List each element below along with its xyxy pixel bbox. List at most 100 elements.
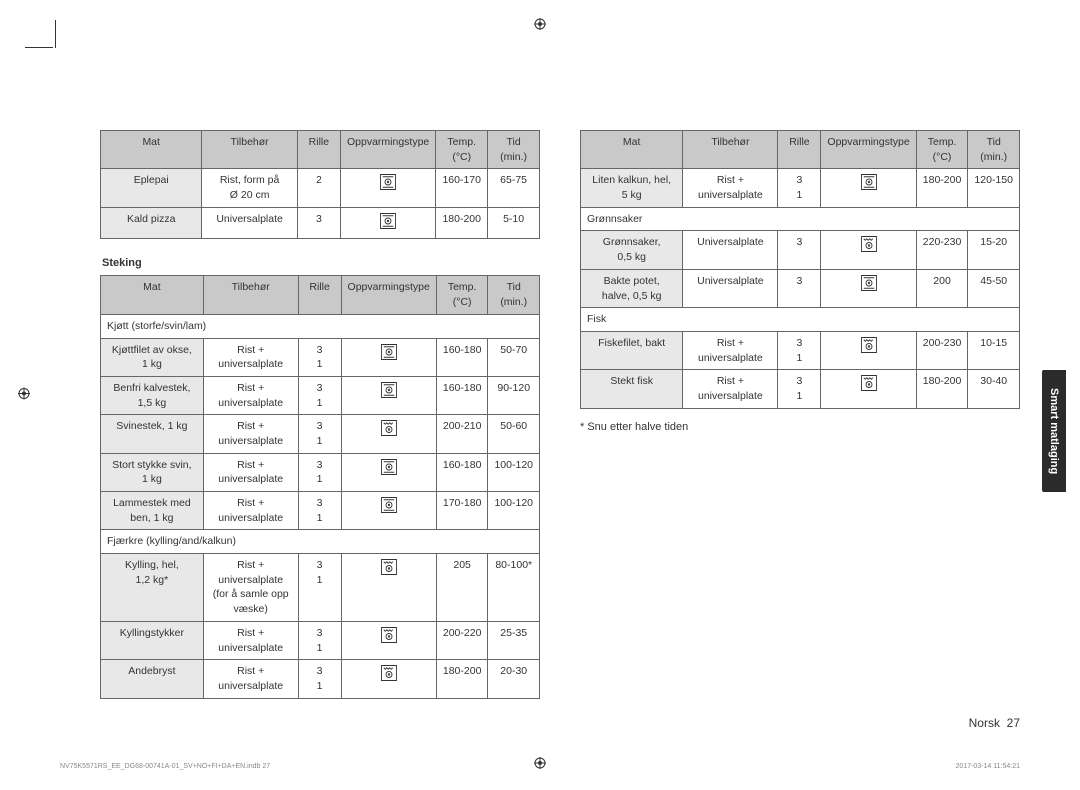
table-row: Eplepai Rist, form påØ 20 cm 2 160-170 6… (101, 169, 540, 207)
th-tilbehor: Tilbehør (203, 276, 298, 314)
cell-rille: 31 (298, 415, 341, 453)
cell-mat: Andebryst (101, 660, 204, 698)
page-content: MatTilbehørRilleOppvarmingstypeTemp.(°C)… (0, 0, 1080, 729)
th-rille: Rille (297, 131, 340, 169)
cell-heating-icon (341, 554, 436, 622)
section-steking-title: Steking (102, 257, 540, 269)
table-row: Kyllingstykker Rist +universalplate 31 2… (101, 621, 540, 659)
page-number: Norsk 27 (969, 716, 1020, 730)
cell-rille: 31 (298, 453, 341, 491)
page-lang: Norsk (969, 716, 1000, 730)
cell-tid: 65-75 (488, 169, 540, 207)
right-column: MatTilbehørRilleOppvarmingstypeTemp.(°C)… (580, 130, 1020, 699)
th-rille: Rille (778, 131, 821, 169)
cell-tid: 50-60 (488, 415, 540, 453)
register-mark-left (18, 388, 30, 403)
cell-tilbehor: Rist +universalplate (683, 169, 778, 207)
th-temp: Temp.(°C) (436, 276, 488, 314)
cell-mat: Kyllingstykker (101, 621, 204, 659)
cell-rille: 2 (297, 169, 340, 207)
table-row: Bakte potet,halve, 0,5 kg Universalplate… (581, 269, 1020, 307)
cell-heating-icon (341, 338, 436, 376)
cell-rille: 31 (778, 370, 821, 408)
cell-heating-icon (340, 169, 435, 207)
cell-heating-icon (341, 453, 436, 491)
cell-rille: 31 (298, 554, 341, 622)
cell-tilbehor: Rist +universalplate (203, 453, 298, 491)
cell-mat: Kylling, hel,1,2 kg* (101, 554, 204, 622)
cell-tid: 10-15 (968, 331, 1020, 369)
table-row: Fiskefilet, bakt Rist +universalplate 31… (581, 331, 1020, 369)
cell-heating-icon (340, 207, 435, 239)
cell-heating-icon (341, 660, 436, 698)
table-row: Svinestek, 1 kg Rist +universalplate 31 … (101, 415, 540, 453)
th-mat: Mat (101, 276, 204, 314)
cell-tilbehor: Rist +universalplate (203, 376, 298, 414)
cell-tid: 15-20 (968, 231, 1020, 269)
cell-tid: 90-120 (488, 376, 540, 414)
table-row: Kjøttfilet av okse,1 kg Rist +universalp… (101, 338, 540, 376)
cell-tid: 120-150 (968, 169, 1020, 207)
cell-mat: Fiskefilet, bakt (581, 331, 683, 369)
cell-rille: 3 (297, 207, 340, 239)
cell-tilbehor: Rist +universalplate (203, 415, 298, 453)
cell-mat: Liten kalkun, hel,5 kg (581, 169, 683, 207)
cell-temp: 180-200 (436, 207, 488, 239)
cell-heating-icon (341, 376, 436, 414)
cell-temp: 200-220 (436, 621, 488, 659)
page-num: 27 (1007, 716, 1020, 730)
cell-heating-icon (821, 331, 916, 369)
cell-mat: Kald pizza (101, 207, 202, 239)
table-subsection-row: Fisk (581, 308, 1020, 332)
table-row: Grønnsaker,0,5 kg Universalplate 3 220-2… (581, 231, 1020, 269)
register-mark-bottom (534, 757, 546, 772)
cell-tilbehor: Rist +universalplate (203, 621, 298, 659)
cell-tid: 25-35 (488, 621, 540, 659)
th-tilbehor: Tilbehør (683, 131, 778, 169)
cell-temp: 180-200 (916, 370, 968, 408)
subsection-label: Fisk (581, 308, 1020, 332)
th-temp: Temp.(°C) (436, 131, 488, 169)
th-mat: Mat (101, 131, 202, 169)
table-row: Stekt fisk Rist +universalplate 31 180-2… (581, 370, 1020, 408)
cell-tilbehor: Universalplate (202, 207, 297, 239)
th-tid: Tid(min.) (488, 131, 540, 169)
cell-rille: 31 (298, 492, 341, 530)
th-tid: Tid(min.) (488, 276, 540, 314)
cell-tilbehor: Universalplate (683, 269, 778, 307)
cell-rille: 31 (298, 660, 341, 698)
steking-table: MatTilbehørRilleOppvarmingstypeTemp.(°C)… (100, 275, 540, 698)
cell-rille: 31 (298, 621, 341, 659)
th-tilbehor: Tilbehør (202, 131, 297, 169)
footnote-text: * Snu etter halve tiden (580, 421, 1020, 433)
cell-tid: 50-70 (488, 338, 540, 376)
cell-temp: 220-230 (916, 231, 968, 269)
cell-temp: 180-200 (436, 660, 488, 698)
cell-rille: 31 (298, 376, 341, 414)
table-row: Liten kalkun, hel,5 kg Rist +universalpl… (581, 169, 1020, 207)
table-row: Kald pizza Universalplate 3 180-200 5-10 (101, 207, 540, 239)
cell-tid: 20-30 (488, 660, 540, 698)
cell-temp: 205 (436, 554, 488, 622)
cell-tilbehor: Rist +universalplate(for å samle oppvæsk… (203, 554, 298, 622)
table-row: Stort stykke svin,1 kg Rist +universalpl… (101, 453, 540, 491)
subsection-label: Kjøtt (storfe/svin/lam) (101, 314, 540, 338)
subsection-label: Fjærkre (kylling/and/kalkun) (101, 530, 540, 554)
subsection-label: Grønnsaker (581, 207, 1020, 231)
cell-mat: Bakte potet,halve, 0,5 kg (581, 269, 683, 307)
cell-mat: Stekt fisk (581, 370, 683, 408)
cell-heating-icon (821, 169, 916, 207)
th-oppvarmingstype: Oppvarmingstype (821, 131, 916, 169)
cell-tilbehor: Rist, form påØ 20 cm (202, 169, 297, 207)
cell-heating-icon (341, 492, 436, 530)
cell-tid: 45-50 (968, 269, 1020, 307)
th-mat: Mat (581, 131, 683, 169)
cell-temp: 160-180 (436, 376, 488, 414)
cell-tilbehor: Rist +universalplate (683, 331, 778, 369)
cell-tilbehor: Universalplate (683, 231, 778, 269)
table-subsection-row: Fjærkre (kylling/and/kalkun) (101, 530, 540, 554)
register-mark-top (534, 18, 546, 33)
th-oppvarmingstype: Oppvarmingstype (341, 276, 436, 314)
footer-right: 2017-03-14 11:54:21 (956, 763, 1020, 770)
cell-rille: 3 (778, 231, 821, 269)
